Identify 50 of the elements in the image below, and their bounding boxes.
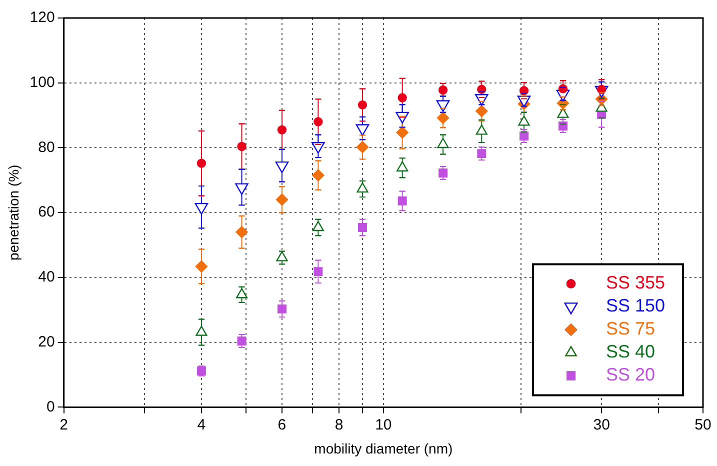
point xyxy=(236,226,248,238)
point xyxy=(276,194,288,206)
point xyxy=(398,93,407,102)
legend-label: SS 150 xyxy=(606,296,666,316)
point xyxy=(195,260,208,273)
y-tick-label: 80 xyxy=(38,138,55,156)
x-tick-label: 10 xyxy=(375,416,392,434)
x-tick-label: 30 xyxy=(593,416,610,434)
point xyxy=(436,112,450,124)
y-tick-label: 60 xyxy=(38,204,55,221)
x-tick-label: 4 xyxy=(197,416,206,434)
point xyxy=(356,140,369,154)
x-tick-label: 2 xyxy=(60,416,68,434)
point xyxy=(396,161,408,172)
point xyxy=(277,125,287,134)
legend-label: SS 75 xyxy=(606,318,656,339)
point xyxy=(356,182,368,193)
y-tick-label: 100 xyxy=(30,74,55,92)
point xyxy=(276,251,288,262)
point xyxy=(358,223,367,232)
point xyxy=(237,336,246,346)
point xyxy=(476,104,488,118)
point xyxy=(477,149,486,158)
point xyxy=(520,132,528,141)
point xyxy=(196,158,206,168)
point xyxy=(196,326,208,336)
x-tick-label: 8 xyxy=(334,416,344,434)
point xyxy=(358,100,368,110)
point xyxy=(438,168,448,178)
legend-label: SS 40 xyxy=(606,342,656,362)
point xyxy=(396,126,408,139)
point xyxy=(437,138,449,148)
legend-label: SS 20 xyxy=(606,364,656,385)
x-tick-label: 50 xyxy=(694,416,712,434)
point xyxy=(398,196,407,206)
point xyxy=(476,124,488,135)
y-tick-label: 120 xyxy=(30,9,55,26)
point xyxy=(236,288,248,298)
y-axis-title: penetration (%) xyxy=(5,164,22,260)
point xyxy=(558,122,568,130)
point xyxy=(557,108,569,118)
y-tick-label: 0 xyxy=(46,398,55,416)
legend-label: SS 355 xyxy=(606,272,666,293)
point xyxy=(277,304,286,314)
x-axis-title: mobility diameter (nm) xyxy=(314,440,453,456)
point xyxy=(518,116,530,126)
point xyxy=(237,142,246,152)
y-tick-label: 20 xyxy=(38,333,55,350)
y-tick-label: 40 xyxy=(38,268,55,286)
x-tick-label: 6 xyxy=(278,416,286,434)
